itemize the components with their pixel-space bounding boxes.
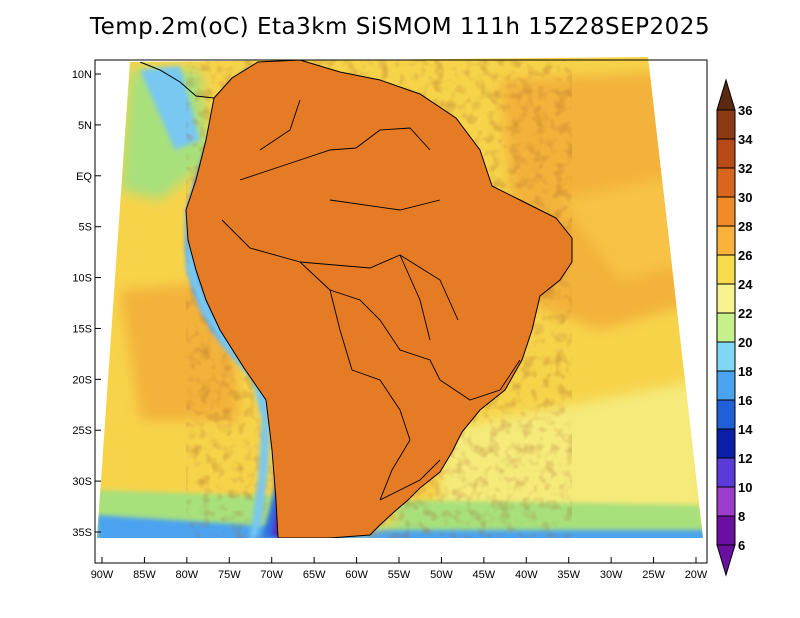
colorbar-segment (716, 341, 736, 372)
colorbar-segment (716, 167, 736, 198)
colorbar-segment (716, 254, 736, 285)
colorbar-segment (716, 283, 736, 314)
lon-label: 30W (600, 569, 623, 581)
colorbar-segment (716, 196, 736, 227)
lon-label: 45W (473, 569, 496, 581)
colorbar-label: 20 (738, 335, 752, 350)
colorbar-segment (716, 457, 736, 488)
lon-label: 90W (91, 569, 114, 581)
colorbar-label: 34 (738, 132, 753, 147)
colorbar-segment (716, 138, 736, 169)
colorbar-segment (716, 428, 736, 459)
colorbar-label: 30 (738, 190, 752, 205)
colorbar-min-arrow (716, 544, 736, 577)
lat-label: 30S (72, 476, 92, 488)
lon-label: 75W (218, 569, 241, 581)
lon-label: 85W (133, 569, 156, 581)
lon-label: 80W (176, 569, 199, 581)
map-field (97, 57, 703, 538)
colorbar-max-arrow (716, 78, 736, 111)
south-atlantic-mild (440, 380, 703, 520)
longitude-axis: 90W 85W 80W 75W 70W 65W 60W 55W 50W 45W 40W 35W 30W 2… (91, 557, 708, 581)
lon-label: 35W (557, 569, 580, 581)
colorbar-segment (716, 312, 736, 343)
colorbar-label: 12 (738, 451, 752, 466)
lon-label: 40W (515, 569, 538, 581)
lon-label: 65W (303, 569, 326, 581)
lon-label: 25W (642, 569, 665, 581)
lat-label: 20S (72, 374, 92, 386)
colorbar-label: 36 (738, 103, 752, 118)
colorbar-label: 14 (738, 422, 753, 437)
colorbar-segment (716, 109, 736, 140)
lon-label: 70W (260, 569, 283, 581)
lon-label: 55W (388, 569, 411, 581)
lon-label: 60W (345, 569, 368, 581)
country-borders (185, 59, 573, 538)
colorbar-label: 26 (738, 248, 752, 263)
colorbar-label: 18 (738, 364, 752, 379)
colorbar-label: 10 (738, 480, 752, 495)
colorbar-label: 24 (738, 277, 753, 292)
lat-label: 5N (78, 120, 92, 132)
central-america-coast (139, 61, 215, 99)
colorbar-segment (716, 486, 736, 517)
lon-label: 50W (430, 569, 453, 581)
colorbar-label: 8 (738, 509, 745, 524)
colorbar-label: 28 (738, 219, 752, 234)
lat-label: 15S (72, 323, 92, 335)
colorbar: 36 34 32 30 28 26 24 22 20 18 16 14 12 10 8 6 (716, 78, 753, 577)
map-title: Temp.2m(oC) Eta3km SiSMOM 111h 15Z28SEP2… (89, 14, 711, 40)
lat-label: 10S (72, 273, 92, 285)
lat-label: EQ (76, 171, 92, 183)
lat-label: 5S (79, 222, 92, 234)
lat-label: 25S (72, 425, 92, 437)
colorbar-label: 6 (738, 538, 745, 553)
latitude-axis: 10N 5N EQ 5S 10S 15S 20S 25S 30S 35S (72, 69, 101, 539)
map-frame (94, 59, 708, 564)
colorbar-segment (716, 515, 736, 546)
lon-label: 20W (685, 569, 708, 581)
colorbar-segment (716, 370, 736, 401)
lat-label: 35S (72, 527, 92, 539)
colorbar-segment (716, 399, 736, 430)
colorbar-label: 32 (738, 161, 752, 176)
colorbar-label: 16 (738, 393, 752, 408)
colorbar-segment (716, 225, 736, 256)
lat-label: 10N (72, 69, 92, 81)
colorbar-label: 22 (738, 306, 752, 321)
